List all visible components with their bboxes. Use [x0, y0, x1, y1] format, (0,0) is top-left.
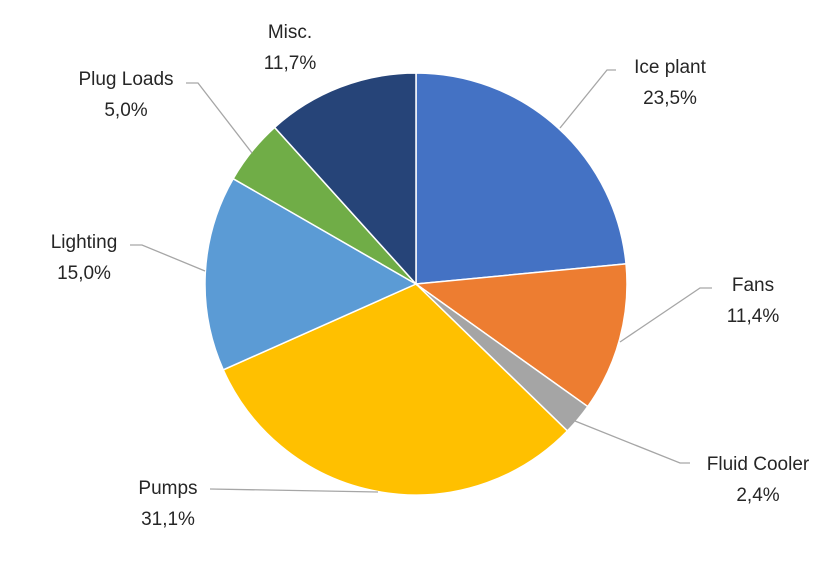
- slice-value-label: 31,1%: [141, 509, 195, 530]
- leader-line: [574, 420, 690, 464]
- pie-slice: [413, 263, 628, 408]
- slice-label: Fans: [732, 275, 774, 296]
- slice-label: Plug Loads: [78, 69, 173, 90]
- pie-slice: [273, 72, 417, 286]
- leader-line: [559, 69, 616, 129]
- slice-value-label: 11,4%: [727, 306, 780, 327]
- leader-line: [619, 287, 712, 343]
- slice-value-label: 15,0%: [57, 263, 111, 284]
- slice-value-label: 11,7%: [264, 53, 317, 74]
- slice-label: Lighting: [51, 232, 118, 253]
- slice-label: Ice plant: [634, 57, 707, 78]
- leader-line: [209, 488, 379, 493]
- pie-slice: [415, 72, 627, 285]
- slice-label: Misc.: [268, 22, 312, 43]
- slice-value-label: 2,4%: [736, 485, 779, 506]
- pie-slice: [204, 177, 418, 371]
- slice-value-label: 23,5%: [643, 88, 697, 109]
- leader-line: [130, 244, 206, 272]
- slice-value-label: 5,0%: [104, 100, 147, 121]
- pie-slice: [222, 283, 569, 496]
- slice-label: Fluid Cooler: [707, 454, 810, 475]
- leader-line: [186, 82, 253, 154]
- slice-label: Pumps: [138, 478, 197, 499]
